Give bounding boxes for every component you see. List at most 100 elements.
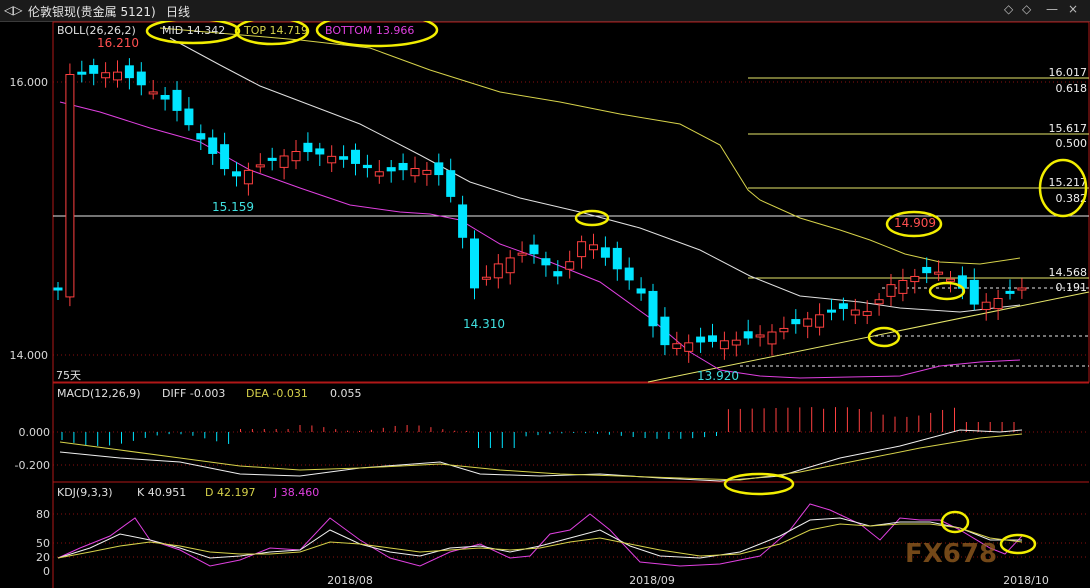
fib-price: 14.568 [1049, 266, 1088, 279]
link-icon[interactable]: ◇ [1004, 2, 1014, 16]
nav-arrows-icon[interactable]: ◁▷ [4, 3, 23, 17]
candle-body [470, 238, 479, 289]
candle-body [827, 309, 836, 313]
candle-body [160, 94, 170, 100]
highlight-ellipse [928, 281, 966, 301]
candle-body [636, 288, 646, 294]
candle-body [172, 89, 182, 111]
kdj-title[interactable]: KDJ(9,3,3) [57, 486, 113, 499]
candle-body [731, 339, 741, 346]
fib-price: 15.617 [1049, 122, 1088, 135]
candle-body [53, 287, 63, 291]
candle-body [612, 247, 622, 270]
fib-ratio: 0.191 [1056, 281, 1088, 294]
candle-body [136, 71, 146, 86]
kdj-k-value: K 40.951 [137, 486, 186, 499]
candle-body [148, 91, 158, 95]
macd-value: 0.055 [330, 387, 362, 400]
highlight-ellipse [999, 533, 1037, 555]
fib-ratio: 0.618 [1056, 82, 1088, 95]
price-axis-label: 16.000 [10, 76, 49, 89]
fib-ratio: 0.382 [1056, 192, 1088, 205]
date-label: 2018/08 [327, 574, 373, 587]
highlight-ellipse [1038, 158, 1088, 218]
kdj-d-line [57, 523, 1023, 559]
date-label: 2018/10 [1003, 574, 1049, 587]
candle-body [208, 137, 218, 154]
low-label: 15.159 [212, 200, 254, 214]
window-titlebar: ◁▷ 伦敦银现(贵金属 5121) 日线 ◇ ◇ — × [0, 0, 1090, 22]
candle-body [362, 164, 372, 169]
candle-body [267, 157, 277, 161]
candle-body [505, 257, 515, 274]
candle-body [815, 314, 825, 328]
candle-body [779, 327, 789, 333]
candle-body [719, 340, 729, 350]
candle-body [291, 151, 301, 162]
candle-body [77, 71, 87, 75]
candle-body [89, 65, 99, 74]
candle-body [898, 279, 908, 294]
fib-price: 15.217 [1049, 176, 1088, 189]
candle-body [279, 155, 289, 168]
macd-title[interactable]: MACD(12,26,9) [57, 387, 141, 400]
price-axis-label: 14.000 [10, 349, 49, 362]
candle-body [803, 318, 813, 327]
highlight-ellipse [574, 209, 610, 227]
candle-body [993, 298, 1003, 310]
boll-mid-line [169, 37, 1021, 313]
fx678-watermark: FX678 [905, 539, 997, 569]
macd-dea-line [59, 433, 1023, 481]
candle-body [838, 303, 848, 309]
macd-dea-value: DEA -0.031 [246, 387, 308, 400]
candle-body [767, 331, 777, 345]
candle-body [553, 271, 563, 277]
period-selector[interactable]: 日线 [166, 5, 191, 19]
candle-body [243, 169, 253, 185]
boll-bottom-line [59, 101, 1021, 379]
candle-body [458, 204, 468, 238]
close-icon[interactable]: × [1068, 2, 1079, 16]
candle-body [184, 108, 194, 126]
highlight-ellipse [867, 326, 901, 348]
candle-body [517, 252, 527, 256]
candle-body [434, 162, 444, 176]
candle-body [660, 316, 670, 346]
candle-body [303, 142, 313, 153]
candle-body [398, 162, 408, 171]
low-label: 14.310 [463, 317, 505, 331]
kdj-axis-label: 80 [36, 508, 50, 521]
candles [53, 58, 1027, 363]
candle-body [791, 319, 801, 325]
candle-body [315, 148, 325, 155]
candle-body [934, 271, 944, 275]
boll-title[interactable]: BOLL(26,26,2) [57, 24, 136, 37]
minimize-icon[interactable]: — [1046, 2, 1058, 16]
candle-body [220, 144, 230, 170]
kdj-axis-label: 0 [43, 565, 50, 578]
candle-body [981, 301, 991, 311]
candle-body [874, 299, 884, 305]
kdj-axis-label: 50 [36, 537, 50, 550]
candle-body [648, 290, 658, 327]
candle-body [969, 279, 979, 305]
price-chart[interactable]: 16.000 14.000 0.000 -0.200 80 50 20 0 20… [0, 21, 1090, 588]
highlight-ellipse [145, 21, 241, 45]
price-panel-frame [52, 21, 1090, 383]
candle-body [696, 336, 706, 343]
low-label: 13.920 [697, 369, 739, 383]
candle-body [1017, 287, 1027, 291]
candle-body [886, 284, 896, 297]
candle-body [101, 72, 111, 79]
high-label: 16.210 [97, 36, 139, 50]
candle-body [589, 244, 598, 251]
candle-body [600, 247, 610, 258]
candle-body [493, 263, 503, 279]
candle-body [422, 169, 432, 175]
candle-body [124, 65, 134, 79]
restore-icon[interactable]: ◇ [1022, 2, 1032, 16]
days-label: 75天 [56, 369, 81, 382]
candle-body [374, 171, 384, 177]
fib-price: 16.017 [1049, 66, 1088, 79]
candle-body [1005, 290, 1015, 294]
